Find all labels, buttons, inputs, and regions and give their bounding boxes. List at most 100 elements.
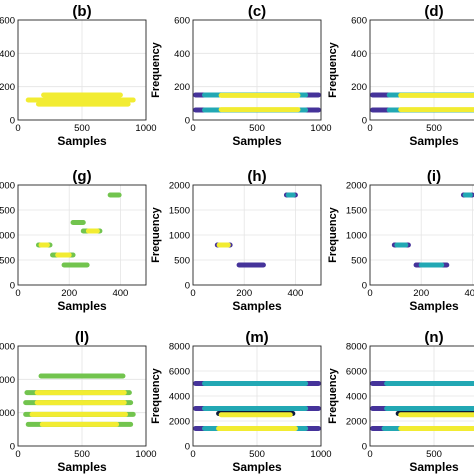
y-tick-label: 4000 [169,392,190,403]
plot-frame [17,19,147,121]
x-tick-label: 500 [74,123,90,134]
x-tick-label: 500 [426,123,442,134]
y-tick-label: 400 [0,49,15,60]
panel-title: (i) [427,168,441,185]
x-tick-label: 200 [413,288,429,299]
y-tick-label: 1500 [0,206,15,217]
y-tick-label: 0 [10,116,15,127]
y-tick-label: 1000 [0,231,15,242]
plot-frame [17,345,147,447]
plot-frame [192,19,322,121]
panel-l: 0 500 1000 0 2000 4000 6000 (l) Samples [0,329,157,474]
y-tick-label: 1500 [169,206,190,217]
x-tick-label: 1000 [135,123,156,134]
y-tick-label: 0 [185,281,190,292]
panel-title: (c) [248,3,266,20]
y-tick-label: 2000 [169,181,190,192]
x-tick-label: 1000 [135,449,156,460]
y-tick-label: 8000 [346,342,367,353]
panel-c: 0 500 1000 0 200 400 600 (c) Samples Frequency [150,3,332,148]
y-tick-label: 500 [174,256,190,267]
y-tick-label: 0 [185,116,190,127]
y-tick-label: 6000 [0,342,15,353]
x-tick-label: 500 [426,449,442,460]
x-tick-label: 500 [249,449,265,460]
y-tick-label: 400 [174,49,190,60]
panel-title: (h) [247,168,266,185]
x-tick-label: 400 [464,288,474,299]
y-tick-label: 0 [185,442,190,453]
y-tick-label: 600 [351,16,367,27]
y-axis-label: Frequency [150,41,162,98]
x-axis-label: Samples [409,460,459,474]
panel-h: 0 200 400 0 500 1000 1500 2000 (h) Samples Frequen… [150,168,322,313]
x-tick-label: 500 [249,123,265,134]
y-tick-label: 2000 [346,417,367,428]
y-tick-label: 1000 [346,231,367,242]
y-tick-label: 0 [10,442,15,453]
x-tick-label: 1000 [310,449,331,460]
x-tick-label: 500 [74,449,90,460]
x-tick-label: 0 [190,449,195,460]
y-tick-label: 1000 [169,231,190,242]
x-tick-label: 400 [112,288,128,299]
y-axis-label: Frequency [327,367,339,424]
y-tick-label: 0 [362,116,367,127]
y-axis-label: Frequency [327,41,339,98]
panel-title: (l) [75,329,89,346]
x-axis-label: Samples [409,299,459,313]
y-tick-label: 0 [362,442,367,453]
y-tick-label: 8000 [169,342,190,353]
x-tick-label: 0 [367,123,372,134]
x-tick-label: 0 [190,288,195,299]
x-axis-label: Samples [232,299,282,313]
panel-title: (d) [424,3,443,20]
y-tick-label: 2000 [346,181,367,192]
panel-b: 0 500 1000 0 200 400 600 (b) Samples [0,3,157,148]
y-tick-label: 200 [174,82,190,93]
panel-n: 0 500 0 2000 4000 6000 8000 (n) Samples Frequency [327,329,474,474]
y-tick-label: 600 [174,16,190,27]
x-tick-label: 200 [236,288,252,299]
y-tick-label: 400 [351,49,367,60]
x-axis-label: Samples [409,134,459,148]
x-axis-label: Samples [232,460,282,474]
y-tick-label: 4000 [346,392,367,403]
x-tick-label: 0 [367,449,372,460]
x-axis-label: Samples [232,134,282,148]
x-axis-label: Samples [57,299,107,313]
plot-frame [192,345,322,447]
x-tick-label: 1000 [310,123,331,134]
x-tick-label: 0 [15,288,20,299]
panel-m: 0 500 1000 0 2000 4000 6000 8000 (m) Samples Frequ… [150,329,332,474]
y-tick-label: 6000 [169,367,190,378]
y-tick-label: 2000 [0,181,15,192]
panel-g: 0 200 400 0 500 1000 1500 2000 (g) Samples [0,168,147,313]
y-tick-label: 1500 [346,206,367,217]
y-tick-label: 200 [0,82,15,93]
y-tick-label: 2000 [0,408,15,419]
plot-frame [369,184,474,286]
y-tick-label: 200 [351,82,367,93]
x-tick-label: 0 [15,449,20,460]
x-tick-label: 0 [367,288,372,299]
panel-title: (b) [72,3,91,20]
plot-frame [369,19,474,121]
y-axis-label: Frequency [150,367,162,424]
x-tick-label: 0 [190,123,195,134]
y-tick-label: 6000 [346,367,367,378]
y-tick-label: 500 [0,256,15,267]
panel-d: 0 500 0 200 400 600 (d) Samples Frequency [327,3,474,148]
x-axis-label: Samples [57,134,107,148]
y-tick-label: 0 [362,281,367,292]
y-tick-label: 500 [351,256,367,267]
x-tick-label: 400 [287,288,303,299]
plot-frame [17,184,147,286]
y-axis-label: Frequency [327,206,339,263]
y-tick-label: 2000 [169,417,190,428]
y-tick-label: 0 [10,281,15,292]
y-tick-label: 4000 [0,375,15,386]
y-tick-label: 600 [0,16,15,27]
x-tick-label: 200 [61,288,77,299]
